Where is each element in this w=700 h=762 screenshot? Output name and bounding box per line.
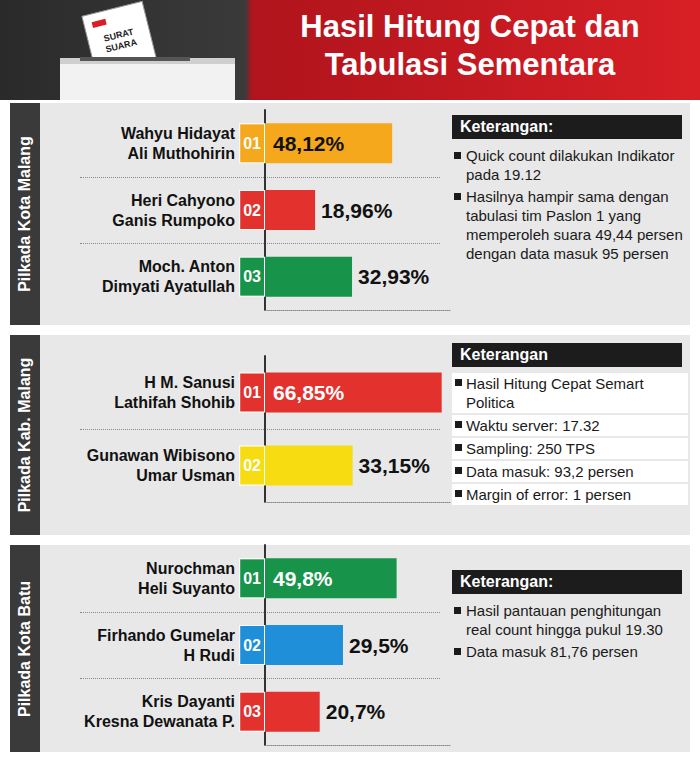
svg-text:Umar Usman: Umar Usman	[136, 467, 235, 484]
html-text:Margin of error: 1 persen: Margin of error: 1 persen	[466, 486, 632, 503]
html-text:Quick count dilakukan Indikato: Quick count dilakukan Indikator pada 19.…	[466, 147, 675, 183]
html-text:Keterangan:: Keterangan:	[460, 573, 554, 590]
svg-text:02: 02	[243, 457, 261, 474]
html-text:Pilkada Kota Malang: Pilkada Kota Malang	[16, 136, 33, 292]
svg-text:03: 03	[243, 268, 261, 285]
html-text:Keterangan:: Keterangan:	[460, 118, 554, 135]
svg-text:H M. Sanusi: H M. Sanusi	[144, 374, 235, 391]
svg-text:20,7%: 20,7%	[326, 700, 386, 723]
svg-text:33,15%: 33,15%	[359, 454, 431, 477]
svg-text:Kris Dayanti: Kris Dayanti	[142, 693, 235, 710]
svg-text:Heri Cahyono: Heri Cahyono	[131, 192, 235, 209]
html-text:Hasil pantauan penghitungan re: Hasil pantauan penghitungan real count h…	[466, 602, 663, 638]
svg-text:Ali Muthohirin: Ali Muthohirin	[127, 145, 235, 162]
svg-text:Nurochman: Nurochman	[146, 560, 235, 577]
svg-text:03: 03	[243, 703, 261, 720]
html-text:Waktu server: 17.32: Waktu server: 17.32	[466, 417, 600, 434]
svg-text:SURATSUARA: SURATSUARA	[102, 26, 139, 54]
svg-text:H Rudi: H Rudi	[183, 647, 235, 664]
svg-text:Ganis Rumpoko: Ganis Rumpoko	[112, 212, 235, 229]
svg-text:Firhando Gumelar: Firhando Gumelar	[97, 627, 235, 644]
html-text:Hasil Hitung Cepat Semart Poli: Hasil Hitung Cepat Semart Politica	[466, 375, 644, 411]
svg-text:48,12%: 48,12%	[273, 132, 345, 155]
svg-text:Moch. Anton: Moch. Anton	[139, 258, 235, 275]
svg-text:02: 02	[243, 637, 261, 654]
svg-text:01: 01	[243, 570, 261, 587]
svg-text:32,93%: 32,93%	[358, 265, 430, 288]
html-text:Pilkada Kota Batu: Pilkada Kota Batu	[16, 580, 33, 717]
svg-text:66,85%: 66,85%	[273, 381, 345, 404]
svg-text:29,5%: 29,5%	[349, 634, 409, 657]
html-text:Keterangan: Keterangan	[460, 346, 548, 363]
svg-text:Lathifah Shohib: Lathifah Shohib	[114, 394, 235, 411]
html-text:Pilkada Kab. Malang: Pilkada Kab. Malang	[16, 357, 33, 513]
svg-text:Kresna Dewanata P.: Kresna Dewanata P.	[84, 713, 235, 730]
html-text:Hasilnya hampir sama dengan ta: Hasilnya hampir sama dengan tabulasi tim…	[466, 188, 683, 262]
svg-text:49,8%: 49,8%	[273, 567, 333, 590]
html-text:Data masuk 81,76 persen: Data masuk 81,76 persen	[466, 643, 638, 660]
svg-text:Dimyati Ayatullah: Dimyati Ayatullah	[102, 278, 235, 295]
svg-text:01: 01	[243, 384, 261, 401]
html-text:Data masuk: 93,2 persen: Data masuk: 93,2 persen	[466, 463, 634, 480]
svg-text:18,96%: 18,96%	[321, 199, 393, 222]
svg-text:Wahyu Hidayat: Wahyu Hidayat	[121, 125, 236, 142]
svg-text:01: 01	[243, 135, 261, 152]
html-text:Sampling: 250 TPS: Sampling: 250 TPS	[466, 440, 595, 457]
svg-text:Heli Suyanto: Heli Suyanto	[138, 580, 235, 597]
svg-text:02: 02	[243, 202, 261, 219]
html-text:Hasil Hitung Cepat dan Tabulas: Hasil Hitung Cepat dan Tabulasi Sementar…	[300, 9, 640, 82]
svg-text:Gunawan Wibisono: Gunawan Wibisono	[87, 447, 236, 464]
